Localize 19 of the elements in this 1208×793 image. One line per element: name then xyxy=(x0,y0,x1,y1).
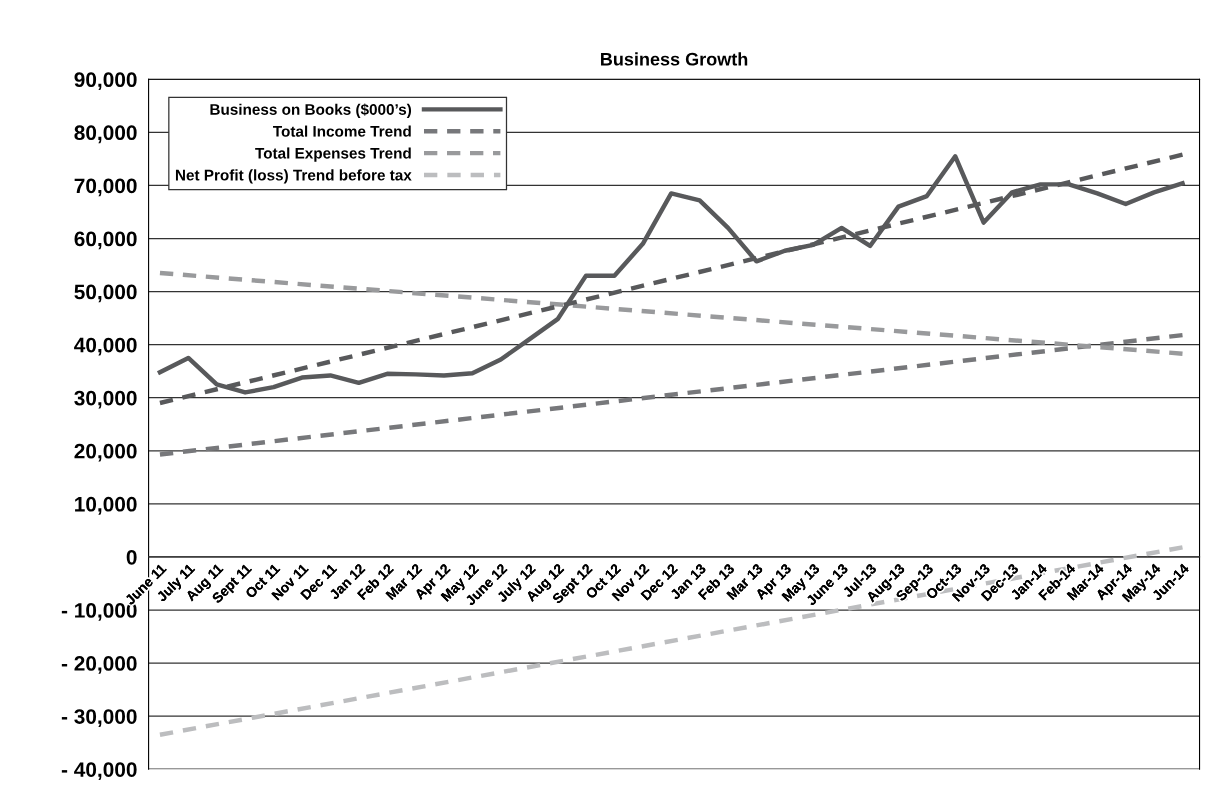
y-tick-label: 70,000 xyxy=(74,178,137,197)
y-tick-label: - 30,000 xyxy=(61,709,137,727)
y-tick-label: 0 xyxy=(126,549,137,565)
y-tick-label: 30,000 xyxy=(74,390,137,409)
legend-label: Total Income Trend xyxy=(273,125,411,137)
y-tick-label: 10,000 xyxy=(75,496,137,515)
y-tick-label: 80,000 xyxy=(74,125,137,144)
legend-label: Business on Books ($000’s) xyxy=(210,103,412,118)
y-tick-label: 40,000 xyxy=(74,337,137,356)
legend-label: Net Profit (loss) Trend before tax xyxy=(175,169,412,184)
y-tick-label: 60,000 xyxy=(74,231,137,250)
y-tick-label: 90,000 xyxy=(74,72,137,91)
y-tick-label: - 40,000 xyxy=(61,762,137,780)
y-tick-label: 20,000 xyxy=(74,443,137,462)
legend-label: Total Expenses Trend xyxy=(255,147,411,162)
y-tick-label: - 10,000 xyxy=(61,603,137,621)
chart-title: Business Growth xyxy=(601,52,748,66)
y-tick-label: - 20,000 xyxy=(61,656,137,674)
y-tick-label: 50,000 xyxy=(74,284,137,303)
